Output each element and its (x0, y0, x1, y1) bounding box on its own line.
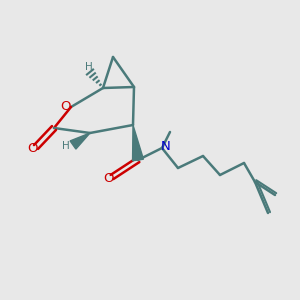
Text: H: H (85, 62, 93, 72)
Text: O: O (27, 142, 37, 154)
Text: O: O (103, 172, 113, 184)
Text: N: N (161, 140, 171, 152)
Text: H: H (62, 141, 70, 151)
Polygon shape (70, 133, 90, 149)
Text: O: O (61, 100, 71, 112)
Polygon shape (133, 125, 143, 161)
